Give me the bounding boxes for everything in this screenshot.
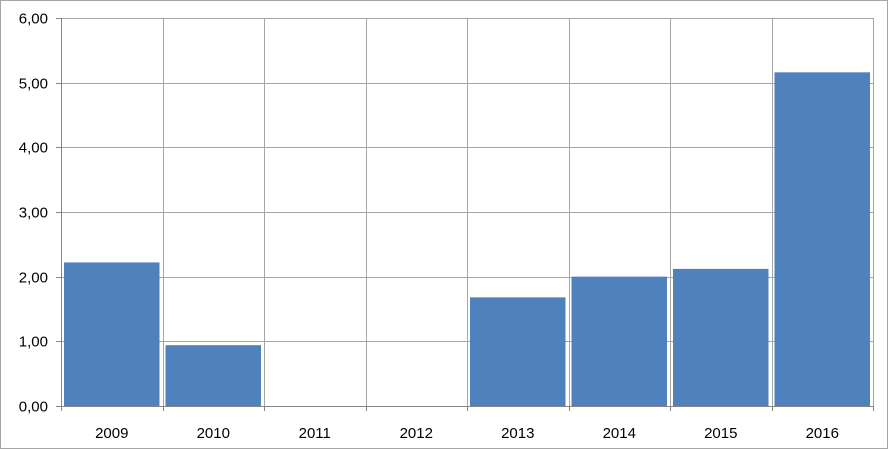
y-tick-label: 2,00 [19,270,48,287]
y-tick-label: 3,00 [19,205,48,222]
x-tick-label: 2014 [603,425,636,442]
bar-2015 [673,268,769,406]
bar-2014 [571,276,667,406]
x-tick-label: 2016 [806,425,839,442]
gridlines [61,18,874,407]
axes [56,18,874,411]
y-tick-labels: 0,00 1,00 2,00 3,00 4,00 5,00 6,00 [19,11,48,416]
bars [64,72,870,406]
x-tick-label: 2015 [704,425,737,442]
y-tick-label: 0,00 [19,399,48,416]
bar-2013 [470,297,566,406]
bar-2009 [64,262,160,406]
x-tick-label: 2013 [501,425,534,442]
x-tick-label: 2011 [299,425,331,442]
bar-2010 [165,345,261,406]
x-tick-label: 2009 [95,425,128,442]
bar-2016 [774,72,870,406]
x-tick-labels: 2009 2010 2011 2012 2013 2014 2015 2016 [95,425,839,442]
y-tick-label: 4,00 [19,140,48,157]
y-tick-label: 1,00 [19,334,48,351]
x-tick-label: 2012 [400,425,433,442]
y-tick-label: 5,00 [19,76,48,93]
y-tick-label: 6,00 [19,11,48,28]
x-tick-label: 2010 [197,425,230,442]
